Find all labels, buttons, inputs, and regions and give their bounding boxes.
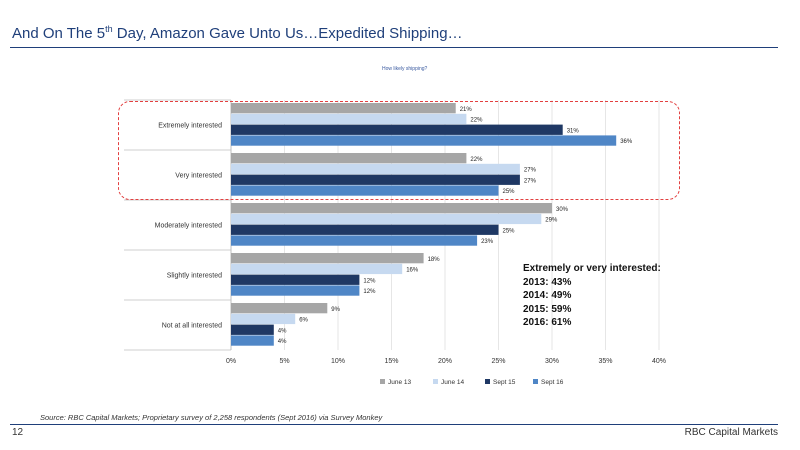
callout-line-2015: 2015: 59% [523,303,572,315]
data-label: 9% [331,307,340,313]
bar [231,135,617,146]
bar [231,263,403,275]
bar [231,253,424,264]
data-label: 25% [503,228,516,234]
x-tick-label: 20% [438,358,452,365]
legend-label: Sept 16 [541,379,564,386]
bar [231,313,296,325]
x-tick-label: 5% [279,358,289,365]
bar [231,124,563,135]
bar [231,235,478,246]
title-divider [10,47,778,48]
legend-swatch [433,379,438,384]
footer-divider [10,424,778,425]
data-label: 16% [406,268,419,274]
x-tick-label: 0% [226,358,236,365]
x-tick-label: 30% [545,358,559,365]
bar [231,303,328,314]
category-label: Extremely interested [158,123,222,130]
category-label: Very interested [175,173,222,180]
x-tick-label: 10% [331,358,345,365]
callout-line-2013: 2013: 43% [523,276,572,288]
x-tick-label: 25% [491,358,505,365]
data-label: 12% [363,278,376,284]
legend-swatch [380,379,385,384]
x-tick-label: 35% [598,358,612,365]
bar [231,113,467,125]
data-label: 23% [481,239,494,245]
brand-name: RBC Capital Markets [684,427,778,438]
data-label: 29% [545,218,558,224]
callout-line-2014: 2014: 49% [523,290,572,301]
callout-heading: Extremely or very interested: [523,263,661,274]
category-label: Slightly interested [167,273,222,280]
data-label: 30% [556,207,569,213]
bar [231,224,499,235]
data-label: 36% [620,139,633,145]
bar [231,174,520,185]
data-label: 22% [470,118,483,124]
page-number: 12 [12,427,24,438]
legend-swatch [533,379,538,384]
legend-label: Sept 15 [493,379,516,386]
legend-swatch [485,379,490,384]
data-label: 22% [470,157,483,163]
data-label: 21% [460,107,473,113]
data-label: 4% [278,339,287,345]
bar [231,103,456,114]
callout-box: Extremely or very interested: 2013: 43% … [523,262,661,330]
source-note: Source: RBC Capital Markets; Proprietary… [40,413,383,422]
data-label: 6% [299,318,308,324]
data-label: 27% [524,178,537,184]
category-label: Moderately interested [155,223,222,230]
bar [231,185,499,196]
data-label: 4% [278,328,287,334]
legend-label: June 14 [441,379,465,386]
category-label: Not at all interested [162,323,222,330]
bar [231,285,360,296]
bar [231,163,520,175]
data-label: 31% [567,128,580,134]
bar [231,213,542,225]
bar [231,203,552,214]
callout-line-2016: 2016: 61% [523,317,572,328]
slide-title: And On The 5th Day, Amazon Gave Unto Us…… [12,24,463,42]
data-label: 27% [524,168,537,174]
x-tick-label: 40% [652,358,666,365]
slide-title-end: Day, Amazon Gave Unto Us…Expedited Shipp… [112,25,463,42]
data-label: 25% [503,189,516,195]
bar [231,153,467,164]
slide-title-superscript: th [105,24,113,34]
legend-label: June 13 [388,379,412,386]
bar [231,335,274,346]
chart-question: How likely shipping? [382,66,428,72]
bar [231,324,274,335]
x-tick-label: 15% [384,358,398,365]
slide-title-start: And On The 5 [12,25,106,42]
highlight-box [118,101,680,200]
bar [231,274,360,285]
data-label: 12% [363,289,376,295]
data-label: 18% [428,257,441,263]
